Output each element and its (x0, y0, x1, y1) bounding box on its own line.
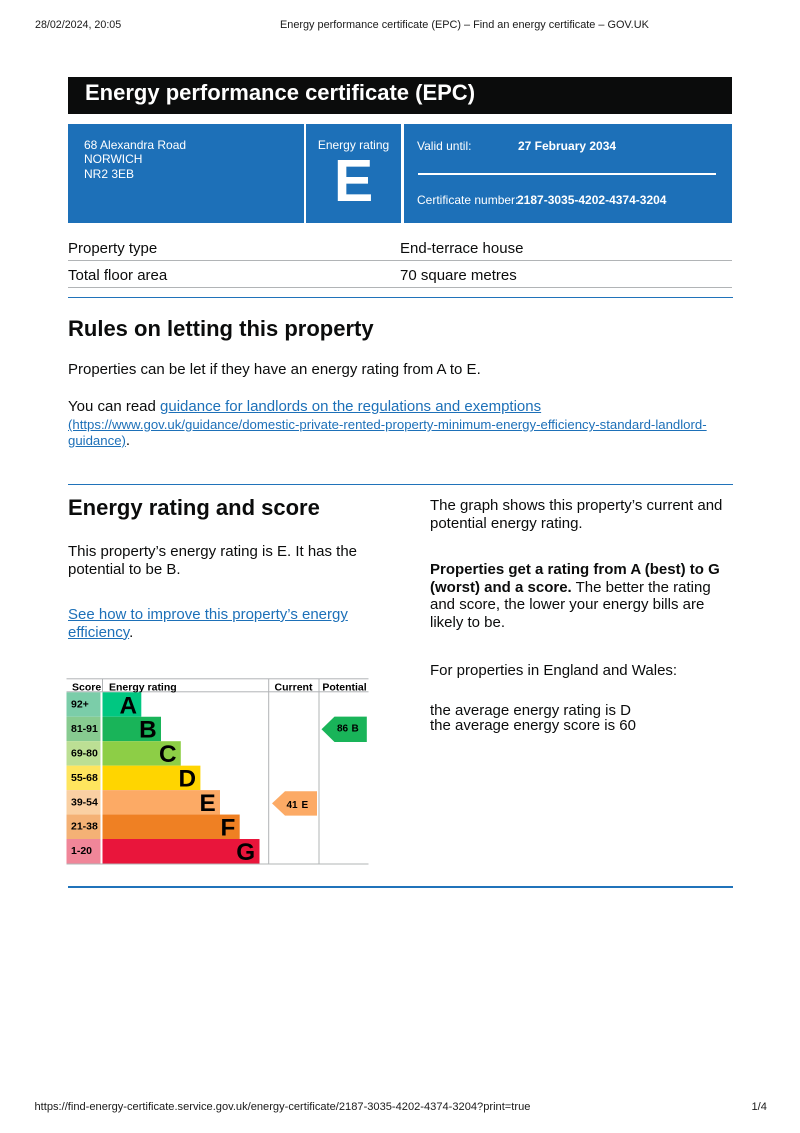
svg-text:D: D (179, 766, 197, 793)
svg-text:21-38: 21-38 (71, 821, 98, 833)
svg-text:69-80: 69-80 (71, 747, 98, 759)
svg-text:E: E (199, 790, 215, 817)
svg-text:A: A (119, 692, 137, 719)
svg-text:86: 86 (337, 723, 349, 734)
svg-text:B: B (139, 717, 157, 744)
svg-text:55-68: 55-68 (71, 772, 98, 784)
svg-text:41: 41 (287, 800, 299, 811)
svg-text:Score: Score (72, 681, 101, 693)
svg-text:Energy rating: Energy rating (109, 681, 177, 693)
svg-text:39-54: 39-54 (71, 796, 98, 808)
svg-text:1-20: 1-20 (71, 845, 92, 857)
svg-text:G: G (236, 839, 255, 866)
svg-text:Current: Current (275, 681, 313, 693)
svg-text:F: F (221, 815, 236, 842)
svg-text:92+: 92+ (71, 699, 89, 711)
svg-text:81-91: 81-91 (71, 723, 98, 735)
svg-text:C: C (159, 741, 177, 768)
svg-text:E: E (302, 800, 309, 811)
svg-text:Potential: Potential (322, 681, 366, 693)
svg-text:B: B (352, 723, 359, 734)
